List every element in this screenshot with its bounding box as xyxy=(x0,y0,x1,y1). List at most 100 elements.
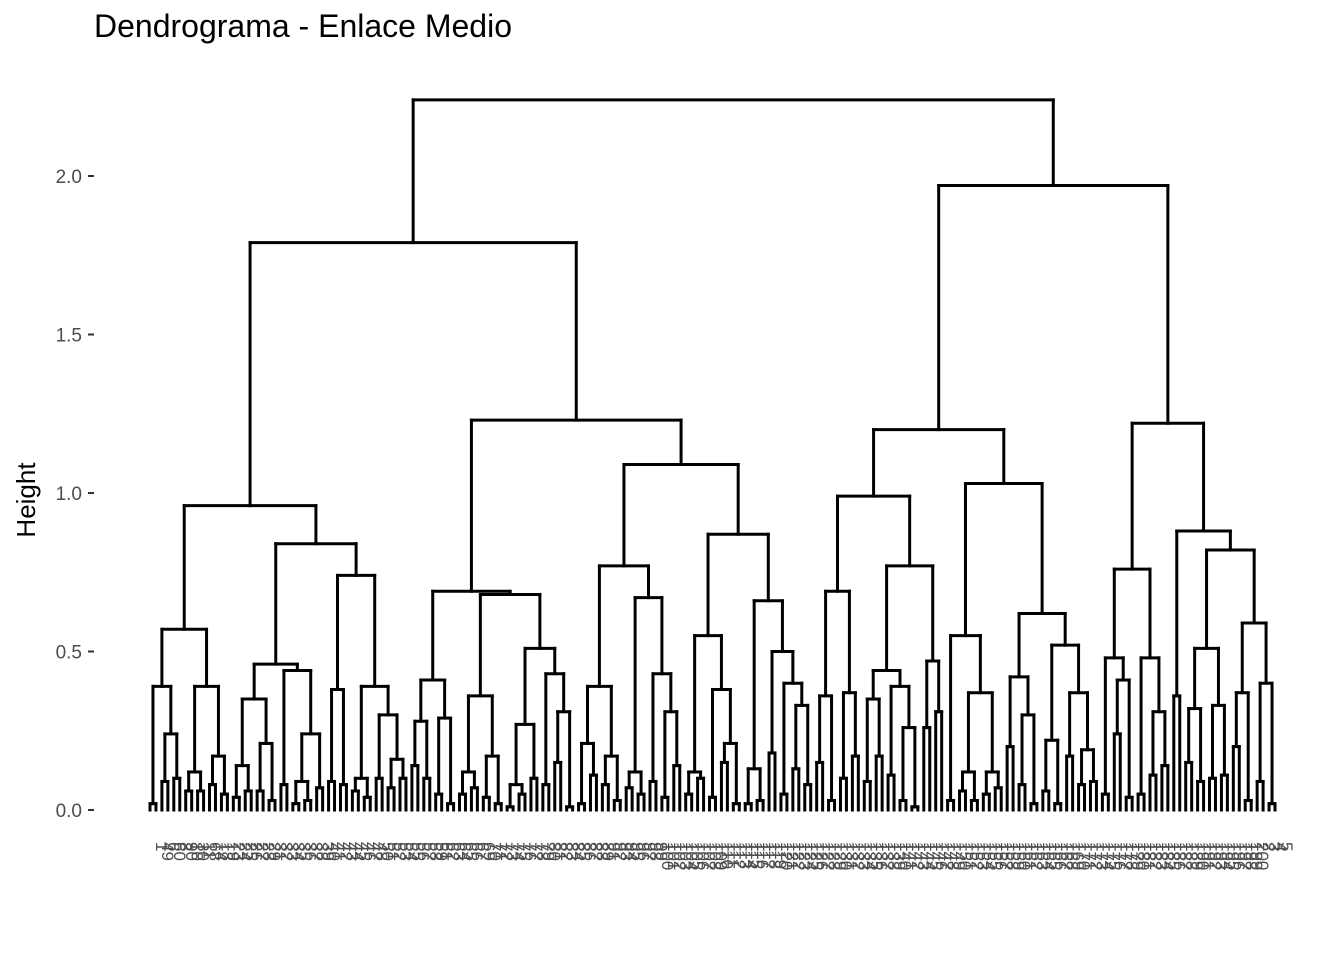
leaf-label: 148 xyxy=(944,842,963,870)
leaf-label: 2 xyxy=(1259,842,1278,851)
leaf-label: 139 xyxy=(890,842,909,870)
leaf-label: 61 xyxy=(438,842,457,861)
chart-title: Dendrograma - Enlace Medio xyxy=(94,8,512,44)
leaf-label: 196 xyxy=(1229,842,1248,870)
leaf-label: 71 xyxy=(491,842,510,861)
y-axis: 0.0 0.5 1.0 1.5 2.0 xyxy=(56,167,94,822)
leaf-label: 81 xyxy=(551,842,570,861)
leaf-label: 151 xyxy=(962,842,981,870)
leaf-label: 10 xyxy=(188,842,207,861)
leaf-label: 69 xyxy=(479,842,498,861)
leaf-label: 55 xyxy=(408,842,427,861)
leaf-label: 158 xyxy=(1003,842,1022,870)
leaf-label: 97 xyxy=(640,842,659,861)
leaf-label: 38 xyxy=(313,842,332,861)
y-tick-label: 1.5 xyxy=(56,326,82,347)
leaf-label: 116 xyxy=(753,842,772,869)
leaf-label: 101 xyxy=(664,842,683,870)
leaf-label: 40 xyxy=(325,842,344,861)
leaf-label: 137 xyxy=(878,842,897,870)
leaf-label: 8 xyxy=(176,842,195,851)
leaf-label: 184 xyxy=(1158,842,1177,870)
leaf-label: 52 xyxy=(390,842,409,861)
leaf-label: 54 xyxy=(402,842,421,861)
leaf-label: 197 xyxy=(1235,842,1254,870)
leaf-label: 11 xyxy=(200,842,219,860)
leaf-label: 190 xyxy=(1194,842,1213,870)
leaf-label: 136 xyxy=(872,842,891,870)
leaf-label: 62 xyxy=(444,842,463,861)
leaf-label: 103 xyxy=(676,842,695,870)
leaf-label: 181 xyxy=(1140,842,1159,870)
leaf-label: 63 xyxy=(450,842,469,861)
leaf-label: 58 xyxy=(426,842,445,861)
leaf-label: 89 xyxy=(598,842,617,861)
leaf-label: 180 xyxy=(1134,842,1153,870)
leaf-label: 131 xyxy=(842,842,861,870)
leaf-label: 80 xyxy=(545,842,564,861)
leaf-labels: 1496608901030116814181923242526272829313… xyxy=(152,842,1296,870)
leaf-label: 183 xyxy=(1152,842,1171,870)
y-tick-label: 1.0 xyxy=(56,484,82,505)
leaf-label: 163 xyxy=(1033,842,1052,870)
leaf-label: 141 xyxy=(902,842,921,870)
leaf-label: 90 xyxy=(182,842,201,861)
leaf-label: 14 xyxy=(212,842,231,861)
leaf-label: 45 xyxy=(354,842,373,861)
leaf-label: 175 xyxy=(1104,842,1123,870)
leaf-label: 96 xyxy=(634,842,653,861)
leaf-label: 32 xyxy=(277,842,296,861)
leaf-label: 174 xyxy=(1098,842,1117,870)
leaf-label: 122 xyxy=(789,842,808,870)
leaf-label: 153 xyxy=(973,842,992,870)
leaf-label: 152 xyxy=(967,842,986,870)
leaf-label: 74 xyxy=(509,842,528,861)
leaf-label: 59 xyxy=(432,842,451,861)
leaf-label: 169 xyxy=(1069,842,1088,870)
leaf-label: 140 xyxy=(896,842,915,870)
leaf-label: 41 xyxy=(331,842,350,861)
leaf-label: 109 xyxy=(712,842,731,870)
leaf-label: 49 xyxy=(158,842,177,861)
leaf-label: 186 xyxy=(1170,842,1189,870)
leaf-label: 50 xyxy=(378,842,397,861)
leaf-label: 75 xyxy=(515,842,534,861)
leaf-label: 94 xyxy=(622,842,641,861)
leaf-label: 144 xyxy=(920,842,939,870)
leaf-label: 78 xyxy=(533,842,552,861)
leaf-label: 93 xyxy=(616,842,635,861)
y-tick-label: 0.5 xyxy=(56,643,82,664)
leaf-label: 145 xyxy=(926,842,945,870)
leaf-label: 77 xyxy=(527,842,546,861)
leaf-label: 177 xyxy=(1116,842,1135,870)
leaf-label: 100 xyxy=(658,842,677,870)
leaf-label: 76 xyxy=(521,842,540,861)
leaf-label: 165 xyxy=(1045,842,1064,870)
leaf-label: 64 xyxy=(456,842,475,861)
leaf-label: 6 xyxy=(164,842,183,851)
leaf-label: 191 xyxy=(1200,842,1219,870)
leaf-label: 28 xyxy=(259,842,278,861)
leaf-label: 120 xyxy=(777,842,796,870)
leaf-label: 57 xyxy=(420,842,439,861)
leaf-label: 179 xyxy=(1128,842,1147,870)
leaf-label: 65 xyxy=(462,842,481,861)
leaf-label: 104 xyxy=(682,842,701,870)
leaf-label: 106 xyxy=(694,842,713,870)
leaf-label: 161 xyxy=(1021,842,1040,870)
leaf-label: 46 xyxy=(360,842,379,861)
leaf-label: 182 xyxy=(1146,842,1165,870)
leaf-label: 114 xyxy=(741,842,760,869)
leaf-label: 34 xyxy=(289,842,308,861)
dendrogram-tree xyxy=(148,98,1277,812)
leaf-label: 18 xyxy=(217,842,236,861)
leaf-label: 164 xyxy=(1039,842,1058,870)
leaf-label: 47 xyxy=(366,842,385,861)
leaf-label: 117 xyxy=(759,842,778,869)
leaf-label: 121 xyxy=(783,842,802,870)
leaf-label: 143 xyxy=(914,842,933,870)
leaf-label: 70 xyxy=(485,842,504,861)
y-tick-label: 0.0 xyxy=(56,801,82,822)
leaf-label: 146 xyxy=(932,842,951,870)
leaf-label: 173 xyxy=(1092,842,1111,870)
